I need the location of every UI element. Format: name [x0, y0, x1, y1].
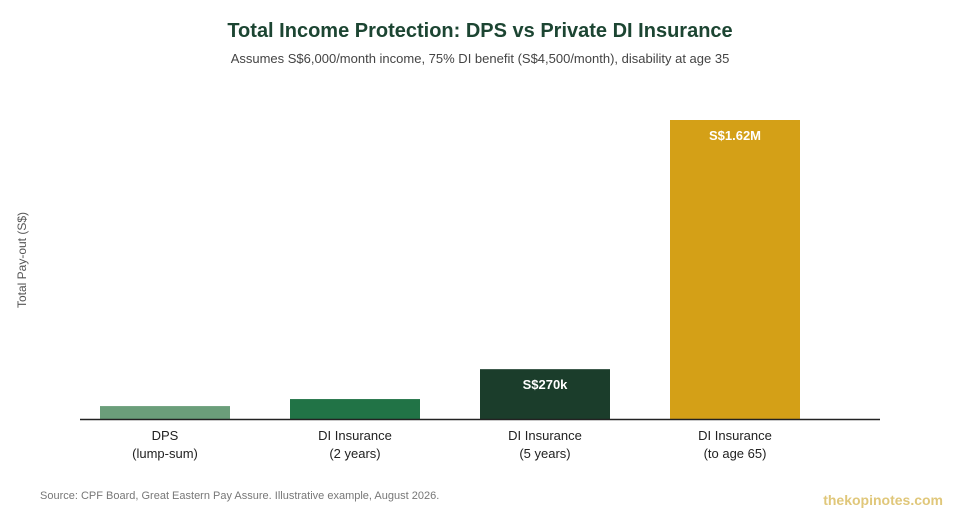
chart-title: Total Income Protection: DPS vs Private … — [227, 20, 733, 42]
bar-3 — [480, 369, 610, 419]
x-tick-label-3-line-1: DI Insurance — [508, 428, 582, 443]
bar-4 — [670, 120, 800, 419]
data-label-4: S$1.62M — [709, 128, 761, 143]
brand-watermark: thekopinotes.com — [823, 492, 943, 508]
x-tick-label-1-line-1: DPS — [152, 428, 179, 443]
bar-2 — [290, 399, 420, 419]
source-note: Source: CPF Board, Great Eastern Pay Ass… — [40, 490, 440, 502]
x-tick-label-2-line-1: DI Insurance — [318, 428, 392, 443]
x-tick-label-1-line-2: (lump-sum) — [132, 446, 198, 461]
x-tick-label-3-line-2: (5 years) — [519, 446, 570, 461]
bar-1 — [100, 406, 230, 419]
data-label-3: S$270k — [523, 377, 569, 392]
x-tick-label-4-line-2: (to age 65) — [704, 446, 767, 461]
x-tick-label-2-line-2: (2 years) — [329, 446, 380, 461]
x-tick-label-4-line-1: DI Insurance — [698, 428, 772, 443]
chart-subtitle: Assumes S$6,000/month income, 75% DI ben… — [230, 51, 730, 66]
